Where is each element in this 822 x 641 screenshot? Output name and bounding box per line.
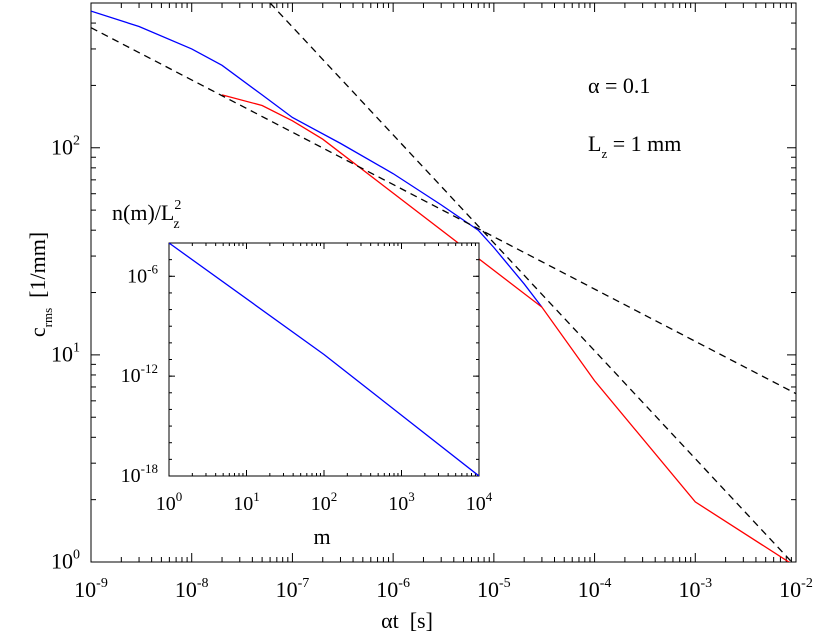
inset-x-tick-exp: 2 xyxy=(331,489,338,504)
svg-text:crms[1/mm]: crms [1/mm] xyxy=(25,193,55,386)
main-x-tick-label: 10-3 xyxy=(678,576,712,602)
main-x-tick-base: 10 xyxy=(678,577,700,602)
inset-y-tick-base: 10 xyxy=(121,365,141,387)
lz-sub: z xyxy=(601,146,607,161)
inset-series-0-line xyxy=(169,243,479,476)
inset-x-tick-exp: 3 xyxy=(408,489,415,504)
main-y-tick-label: 102 xyxy=(51,133,80,159)
main-y-tick-label: 101 xyxy=(51,341,80,367)
main-x-tick-base: 10 xyxy=(578,577,600,602)
main-x-tick-base: 10 xyxy=(376,577,398,602)
inset-title-sub: z xyxy=(173,217,179,232)
main-series-0-line xyxy=(91,10,543,308)
main-x-tick-label: 10-6 xyxy=(376,576,410,602)
y-label-sub: rms xyxy=(40,308,55,328)
main-y-tick-base: 10 xyxy=(51,549,73,574)
inset-x-tick-exp: 1 xyxy=(253,489,260,504)
inset-x-tick-label: 103 xyxy=(388,489,415,515)
main-y-axis-label: crms [1/mm] xyxy=(25,193,55,386)
main-series-2-line xyxy=(91,27,796,395)
inset-x-tick-base: 10 xyxy=(233,493,253,515)
inset-y-tick-label: 10-18 xyxy=(121,461,158,487)
main-y-tick-label: 100 xyxy=(51,548,80,574)
main-y-tick-exp: 2 xyxy=(73,133,80,148)
inset-plot-area xyxy=(168,242,480,477)
inset-title-main: n(m)/L xyxy=(112,200,174,225)
main-x-tick-label: 10-8 xyxy=(175,576,209,602)
lz-rest: = 1 mm xyxy=(607,131,681,156)
main-ticks xyxy=(90,3,797,563)
inset-y-tick-exp: -18 xyxy=(141,461,158,476)
inset-x-tick-exp: 4 xyxy=(486,489,493,504)
inset-x-tick-label: 102 xyxy=(311,489,338,515)
main-x-tick-label: 10-2 xyxy=(779,576,813,602)
main-y-tick-base: 10 xyxy=(51,341,73,366)
main-x-tick-exp: -3 xyxy=(700,576,712,591)
inset-x-tick-base: 10 xyxy=(311,493,331,515)
inset-x-tick-label: 101 xyxy=(233,489,260,515)
inset-y-tick-base: 10 xyxy=(121,465,141,487)
lz-L: L xyxy=(588,131,601,156)
inset-xtick-labels: 100 101 102 103 104 xyxy=(156,489,493,515)
main-x-tick-exp: -2 xyxy=(801,576,813,591)
main-x-tick-base: 10 xyxy=(779,577,801,602)
main-x-tick-exp: -5 xyxy=(499,576,511,591)
main-x-tick-exp: -8 xyxy=(197,576,209,591)
main-x-axis-label: αt [s] xyxy=(381,608,433,633)
main-x-tick-label: 10-9 xyxy=(74,576,108,602)
main-x-tick-label: 10-5 xyxy=(477,576,511,602)
inset-y-tick-exp: -6 xyxy=(147,261,158,276)
annotation-alpha: α = 0.1 xyxy=(588,73,650,98)
inset-ticks xyxy=(168,243,480,477)
inset-x-axis-label: m xyxy=(313,524,330,549)
main-x-tick-base: 10 xyxy=(477,577,499,602)
inset-y-tick-base: 10 xyxy=(127,265,147,287)
inset-x-tick-label: 100 xyxy=(156,489,183,515)
main-x-tick-base: 10 xyxy=(175,577,197,602)
inset-y-tick-label: 10-12 xyxy=(121,361,158,387)
inset-x-tick-label: 104 xyxy=(466,489,493,515)
y-label-unit: [1/mm] xyxy=(25,232,50,298)
main-series xyxy=(91,3,796,562)
main-x-tick-exp: -4 xyxy=(600,576,612,591)
main-y-tick-exp: 1 xyxy=(73,341,80,356)
inset-series xyxy=(169,243,479,476)
main-x-tick-exp: -7 xyxy=(298,576,310,591)
inset-title-sup: 2 xyxy=(174,198,181,213)
main-x-tick-base: 10 xyxy=(74,577,96,602)
main-x-tick-exp: -9 xyxy=(96,576,108,591)
main-x-tick-label: 10-7 xyxy=(276,576,310,602)
annotation-lz: Lz = 1 mm xyxy=(588,131,681,161)
main-x-tick-exp: -6 xyxy=(398,576,410,591)
main-x-tick-label: 10-4 xyxy=(578,576,612,602)
main-y-tick-base: 10 xyxy=(51,134,73,159)
main-series-3-line xyxy=(269,3,793,562)
inset-x-tick-exp: 0 xyxy=(176,489,183,504)
main-series-1-line xyxy=(221,94,791,562)
inset-x-tick-base: 10 xyxy=(388,493,408,515)
main-x-tick-base: 10 xyxy=(276,577,298,602)
inset-title: n(m)/L2 z xyxy=(112,198,181,232)
main-xtick-labels: 10-9 10-8 10-7 10-6 10-5 10-4 10-3 10-2 xyxy=(74,576,813,602)
inset-y-tick-exp: -12 xyxy=(141,361,158,376)
inset-x-tick-base: 10 xyxy=(156,493,176,515)
inset-x-tick-base: 10 xyxy=(466,493,486,515)
main-y-tick-exp: 0 xyxy=(73,548,80,563)
inset-y-tick-label: 10-6 xyxy=(127,261,158,287)
y-label-c: c xyxy=(25,327,50,337)
